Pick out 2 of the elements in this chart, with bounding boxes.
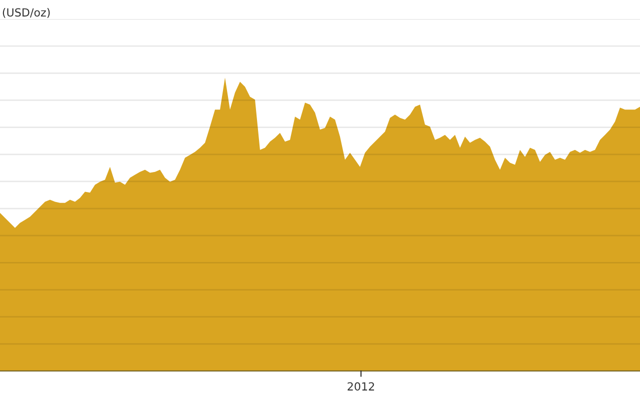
text: 2012 (348, 382, 374, 391)
text: (USD/oz) (2, 8, 50, 18)
